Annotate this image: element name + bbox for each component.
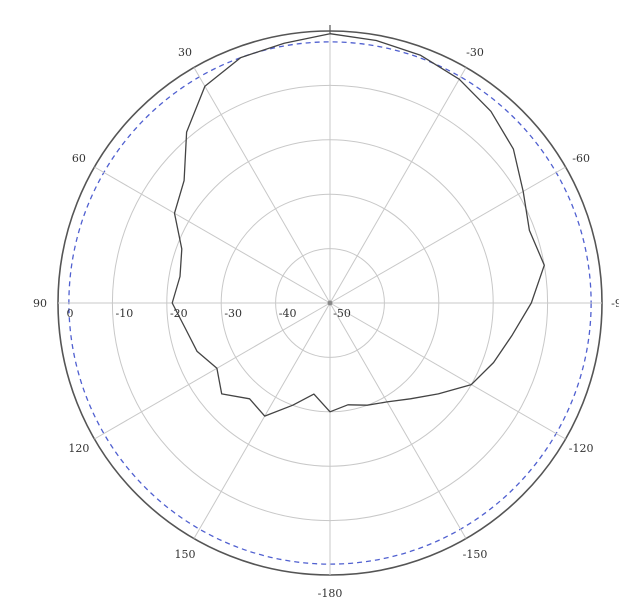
radial-label-2: -20	[170, 307, 188, 320]
angle-label-6: -180	[318, 587, 343, 600]
grid-spoke-8	[329, 302, 566, 440]
series-pattern-0	[171, 33, 545, 417]
angle-label-5: 150	[175, 548, 196, 561]
angle-label-3: 90	[33, 297, 47, 310]
radial-label-4: -40	[279, 307, 297, 320]
label-layer: 30 60 90 120 150 -180 -150 -120 -90 -60 -30 0 -10 -20…	[33, 46, 619, 600]
pattern-layer	[171, 33, 545, 417]
radial-label-5: -50	[333, 307, 351, 320]
angle-label-4: 120	[68, 442, 89, 455]
grid-spoke-1	[193, 67, 331, 304]
angle-label-8: -120	[569, 442, 594, 455]
grid-spoke-5	[193, 302, 331, 539]
angle-label-10: -60	[572, 152, 590, 165]
radial-label-3: -30	[224, 307, 242, 320]
polar-grid	[57, 25, 603, 576]
grid-spoke-2	[94, 166, 331, 304]
center-point	[327, 300, 333, 306]
grid-spoke-7	[329, 302, 467, 539]
angle-label-1: 30	[178, 46, 192, 59]
angle-label-11: -30	[466, 46, 484, 59]
grid-spoke-10	[329, 166, 566, 304]
angle-label-7: -150	[463, 548, 488, 561]
angle-label-9: -90	[611, 297, 619, 310]
angle-label-2: 60	[72, 152, 86, 165]
grid-spoke-4	[94, 302, 331, 440]
grid-spoke-11	[329, 67, 467, 304]
radial-label-0: 0	[67, 307, 74, 320]
radial-label-1: -10	[116, 307, 134, 320]
